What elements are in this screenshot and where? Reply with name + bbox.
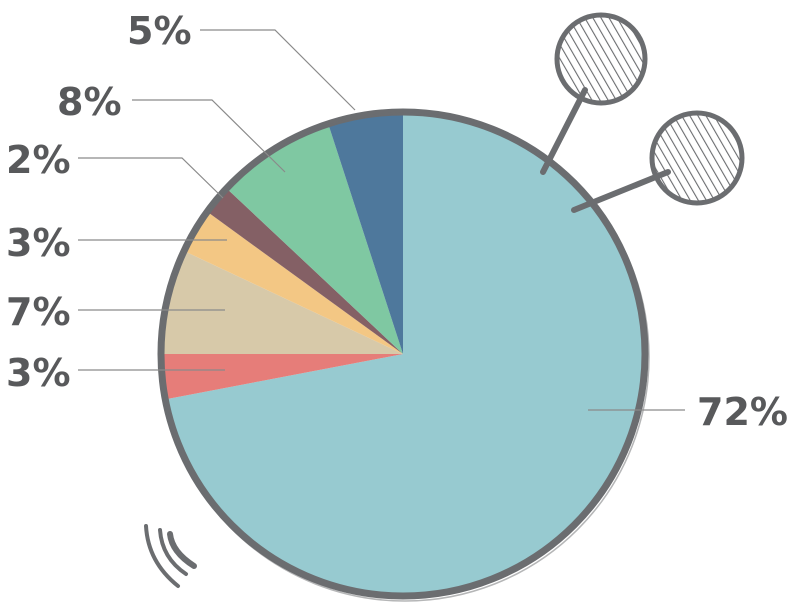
slice-label: 2% bbox=[6, 138, 71, 182]
pie-slice bbox=[208, 189, 403, 354]
slice-label: 72% bbox=[697, 390, 788, 434]
hatched-balloon-icon bbox=[540, 12, 648, 175]
pie-slice bbox=[167, 114, 644, 595]
pie-slices bbox=[163, 114, 644, 595]
pie-slice bbox=[328, 114, 403, 354]
slice-label: 7% bbox=[6, 290, 71, 334]
slice-labels: 5% 8% 2% 3% 7% 3% 72% bbox=[6, 9, 788, 434]
leader-line bbox=[78, 157, 224, 199]
slice-label: 5% bbox=[127, 9, 192, 53]
pie-slice bbox=[228, 125, 403, 355]
slice-label: 3% bbox=[6, 221, 71, 265]
leader-lines bbox=[78, 29, 685, 411]
pie-slice bbox=[185, 212, 403, 354]
slice-label: 3% bbox=[6, 351, 71, 395]
signal-arcs-icon bbox=[144, 524, 197, 588]
hatched-balloon-icon bbox=[571, 110, 745, 213]
pie-rim-sketch bbox=[160, 112, 650, 602]
leader-line bbox=[132, 99, 286, 173]
pie-slice bbox=[163, 251, 403, 354]
leader-line bbox=[200, 29, 356, 111]
slice-label: 8% bbox=[57, 80, 122, 124]
pie-slice bbox=[163, 354, 403, 399]
